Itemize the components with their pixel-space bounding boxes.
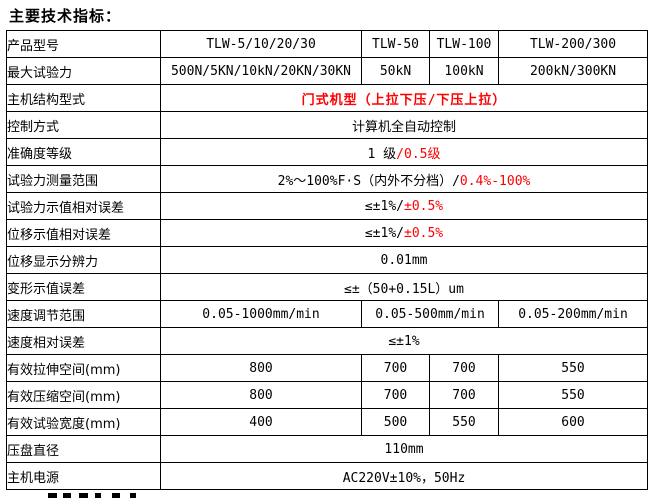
spec-value: AC220V±10%，50Hz xyxy=(160,462,648,490)
table-row-deformation-error: 变形示值误差 ≤±（50+0.15L）um xyxy=(6,273,648,301)
table-row-speed-error: 速度相对误差 ≤±1% xyxy=(6,327,648,355)
spec-label: 变形示值误差 xyxy=(6,273,161,301)
table-row-force-error: 试验力示值相对误差 ≤±1%/±0.5% xyxy=(6,192,648,220)
spec-value: ≤±1%/±0.5% xyxy=(160,192,648,220)
spec-value: 0.05-200mm/min xyxy=(498,300,648,328)
spec-value: 110mm xyxy=(160,435,648,463)
table-row-product-model: 产品型号 TLW-5/10/20/30 TLW-50 TLW-100 TLW-2… xyxy=(6,30,648,58)
table-row-compression-space: 有效压缩空间(mm) 800 700 700 550 xyxy=(6,381,648,409)
spec-value: 1 级/0.5级 xyxy=(160,138,648,166)
page-title: 主要技术指标： xyxy=(9,7,122,25)
spec-value: 700 xyxy=(429,381,499,409)
spec-label: 产品型号 xyxy=(6,30,161,58)
spec-value-red: 0.4%-100% xyxy=(459,173,531,189)
table-row-test-width: 有效试验宽度(mm) 400 500 550 600 xyxy=(6,408,648,436)
spec-label: 速度调节范围 xyxy=(6,300,161,328)
table-row-tension-space: 有效拉伸空间(mm) 800 700 700 550 xyxy=(6,354,648,382)
spec-value: 700 xyxy=(361,381,430,409)
table-row-structure-type: 主机结构型式 门式机型（上拉下压/下压上拉） xyxy=(6,84,648,112)
spec-value: 700 xyxy=(361,354,430,382)
spec-value: TLW-200/300 xyxy=(498,30,648,58)
spec-value: 550 xyxy=(498,354,648,382)
spec-value-black: ≤±1%/ xyxy=(364,225,404,241)
spec-value: 800 xyxy=(160,381,362,409)
spec-value: ≤±1% xyxy=(160,327,648,355)
table-row-displacement-resolution: 位移显示分辨力 0.01mm xyxy=(6,246,648,274)
spec-value-red: ±0.5% xyxy=(404,225,444,241)
table-row-force-measure-range: 试验力测量范围 2%～100%F·S（内外不分档）/0.4%-100% xyxy=(6,165,648,193)
spec-label: 速度相对误差 xyxy=(6,327,161,355)
spec-value: 600 xyxy=(498,408,648,436)
spec-label: 位移示值相对误差 xyxy=(6,219,161,247)
table-row-displacement-error: 位移示值相对误差 ≤±1%/±0.5% xyxy=(6,219,648,247)
spec-label: 有效压缩空间(mm) xyxy=(6,381,161,409)
spec-value-highlight: 门式机型（上拉下压/下压上拉） xyxy=(160,84,648,112)
spec-label: 控制方式 xyxy=(6,111,161,139)
spec-value: 0.01mm xyxy=(160,246,648,274)
spec-value: 500 xyxy=(361,408,430,436)
table-row-control-mode: 控制方式 计算机全自动控制 xyxy=(6,111,648,139)
spec-value-black: ≤±1%/ xyxy=(364,198,404,214)
spec-value: TLW-50 xyxy=(361,30,430,58)
spec-value: 800 xyxy=(160,354,362,382)
spec-value: 400 xyxy=(160,408,362,436)
spec-label: 有效拉伸空间(mm) xyxy=(6,354,161,382)
spec-label: 压盘直径 xyxy=(6,435,161,463)
spec-value: TLW-5/10/20/30 xyxy=(160,30,362,58)
spec-value-black: 1 级 xyxy=(367,146,397,162)
spec-value: TLW-100 xyxy=(429,30,499,58)
spec-value: 0.05-500mm/min xyxy=(361,300,499,328)
spec-value: ≤±1%/±0.5% xyxy=(160,219,648,247)
spec-table: 产品型号 TLW-5/10/20/30 TLW-50 TLW-100 TLW-2… xyxy=(6,30,648,490)
spec-value: 700 xyxy=(429,354,499,382)
spec-value: ≤±（50+0.15L）um xyxy=(160,273,648,301)
spec-label: 试验力测量范围 xyxy=(6,165,161,193)
spec-value-red: ±0.5% xyxy=(404,198,444,214)
table-row-power-supply: 主机电源 AC220V±10%，50Hz xyxy=(6,462,648,490)
spec-label: 主机电源 xyxy=(6,462,161,490)
spec-label: 主机结构型式 xyxy=(6,84,161,112)
spec-value: 100kN xyxy=(429,57,499,85)
table-row-platen-diameter: 压盘直径 110mm xyxy=(6,435,648,463)
spec-value: 2%～100%F·S（内外不分档）/0.4%-100% xyxy=(160,165,648,193)
spec-label: 试验力示值相对误差 xyxy=(6,192,161,220)
spec-label: 位移显示分辨力 xyxy=(6,246,161,274)
table-row-max-test-force: 最大试验力 500N/5KN/10kN/20KN/30KN 50kN 100kN… xyxy=(6,57,648,85)
spec-value-black: 2%～100%F·S（内外不分档）/ xyxy=(277,173,460,189)
spec-value: 50kN xyxy=(361,57,430,85)
spec-value: 500N/5KN/10kN/20KN/30KN xyxy=(160,57,362,85)
spec-value-red: /0.5级 xyxy=(396,146,441,162)
table-row-speed-range: 速度调节范围 0.05-1000mm/min 0.05-500mm/min 0.… xyxy=(6,300,648,328)
spec-label: 准确度等级 xyxy=(6,138,161,166)
spec-value: 550 xyxy=(498,381,648,409)
spec-label: 有效试验宽度(mm) xyxy=(6,408,161,436)
spec-value: 550 xyxy=(429,408,499,436)
spec-value: 计算机全自动控制 xyxy=(160,111,648,139)
spec-value: 0.05-1000mm/min xyxy=(160,300,362,328)
spec-value: 200kN/300KN xyxy=(498,57,648,85)
spec-label: 最大试验力 xyxy=(6,57,161,85)
table-row-accuracy-class: 准确度等级 1 级/0.5级 xyxy=(6,138,648,166)
